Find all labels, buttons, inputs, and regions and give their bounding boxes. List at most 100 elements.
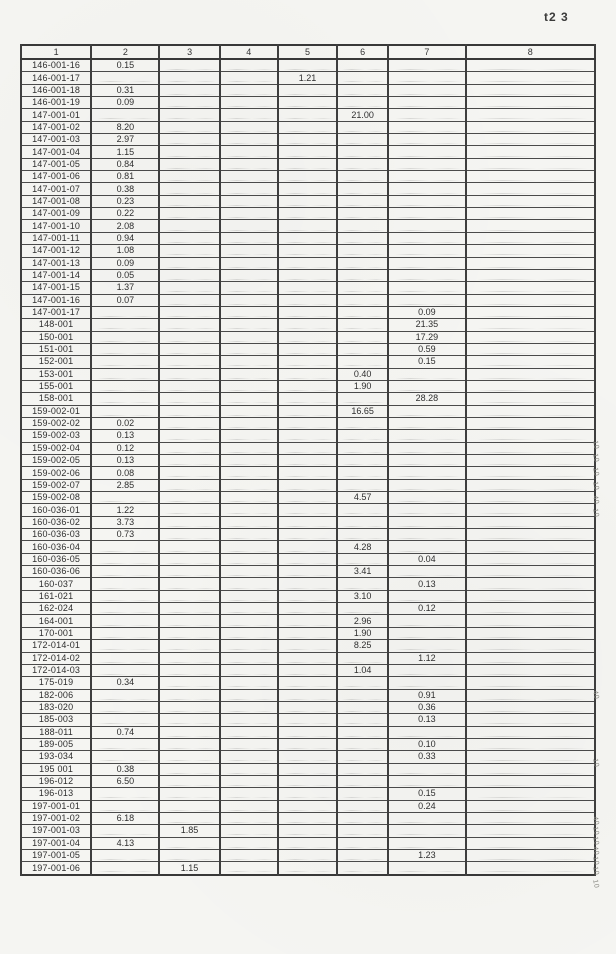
cell-col7 bbox=[387, 182, 467, 196]
cell-col7 bbox=[387, 626, 467, 641]
cell-col7: 0.04 bbox=[387, 552, 467, 567]
cell-col2: 0.05 bbox=[90, 268, 161, 283]
row-id: 193-034 bbox=[19, 750, 93, 764]
column-header-8: 8 bbox=[464, 44, 596, 60]
cell-col2 bbox=[90, 737, 161, 752]
cell-col8 bbox=[464, 750, 596, 764]
table-row: 147-001-10 2.08 bbox=[19, 219, 596, 233]
cell-col8 bbox=[464, 379, 596, 394]
row-id: 147-001-03 bbox=[19, 133, 93, 147]
cell-col8 bbox=[464, 145, 596, 159]
cell-col7 bbox=[387, 441, 467, 456]
margin-mark: 10 bbox=[591, 866, 600, 877]
margin-mark: 10 bbox=[591, 758, 600, 769]
cell-col5 bbox=[276, 207, 339, 221]
cell-col2: 0.12 bbox=[90, 441, 161, 456]
cell-col6 bbox=[336, 207, 390, 221]
row-id: 159-002-02 bbox=[19, 416, 93, 431]
cell-col5 bbox=[276, 133, 339, 147]
cell-col4 bbox=[218, 256, 279, 270]
margin-mark: 10 bbox=[591, 440, 600, 451]
table-row: 147-001-08 0.23 bbox=[19, 194, 596, 209]
cell-col5 bbox=[276, 120, 339, 135]
cell-col3 bbox=[158, 244, 221, 258]
table-row: 150-001 17.29 bbox=[19, 330, 596, 344]
table-row: 197-001-04 4.13 bbox=[19, 836, 596, 851]
cell-col6 bbox=[336, 305, 390, 320]
cell-col3 bbox=[158, 404, 221, 418]
table-row: 153-001 0.40 bbox=[19, 367, 596, 381]
cell-col4 bbox=[218, 824, 279, 838]
cell-col6 bbox=[336, 293, 390, 307]
cell-col3 bbox=[158, 626, 221, 641]
cell-col2 bbox=[90, 565, 161, 579]
cell-col5 bbox=[276, 244, 339, 258]
cell-col3 bbox=[158, 83, 221, 98]
cell-col3 bbox=[158, 441, 221, 456]
cell-col7: 17.29 bbox=[387, 330, 467, 344]
cell-col7 bbox=[387, 429, 467, 443]
row-id: 188-011 bbox=[19, 725, 93, 739]
cell-col7 bbox=[387, 207, 467, 221]
cell-col2 bbox=[90, 108, 161, 122]
cell-col2 bbox=[90, 602, 161, 616]
cell-col8 bbox=[464, 429, 596, 443]
cell-col7: 0.13 bbox=[387, 577, 467, 591]
cell-col4 bbox=[218, 651, 279, 665]
cell-col7 bbox=[387, 194, 467, 209]
cell-col3 bbox=[158, 676, 221, 690]
cell-col8 bbox=[464, 96, 596, 110]
column-header-1: 1 bbox=[19, 44, 93, 60]
cell-col3 bbox=[158, 231, 221, 246]
cell-col8 bbox=[464, 453, 596, 468]
cell-col2 bbox=[90, 71, 161, 85]
cell-col8 bbox=[464, 318, 596, 332]
cell-col4 bbox=[218, 293, 279, 307]
cell-col4 bbox=[218, 182, 279, 196]
cell-col5 bbox=[276, 528, 339, 542]
cell-col6: 1.04 bbox=[336, 663, 390, 678]
cell-col2: 3.73 bbox=[90, 515, 161, 530]
row-id: 197-001-01 bbox=[19, 799, 93, 813]
cell-col4 bbox=[218, 540, 279, 554]
cell-col8 bbox=[464, 503, 596, 517]
cell-col2: 0.38 bbox=[90, 182, 161, 196]
cell-col8 bbox=[464, 367, 596, 381]
cell-col3 bbox=[158, 268, 221, 283]
cell-col4 bbox=[218, 639, 279, 653]
cell-col8 bbox=[464, 515, 596, 530]
cell-col6: 16.65 bbox=[336, 404, 390, 418]
cell-col8 bbox=[464, 824, 596, 838]
cell-col7 bbox=[387, 231, 467, 246]
cell-col3 bbox=[158, 528, 221, 542]
cell-col6 bbox=[336, 83, 390, 98]
table-row: 147-001-07 0.38 bbox=[19, 182, 596, 196]
cell-col8 bbox=[464, 478, 596, 493]
cell-col7 bbox=[387, 157, 467, 172]
cell-col6 bbox=[336, 762, 390, 776]
table-row: 197-001-02 6.18 bbox=[19, 811, 596, 826]
cell-col5 bbox=[276, 83, 339, 98]
cell-col5 bbox=[276, 268, 339, 283]
table-row: 147-001-02 8.20 bbox=[19, 120, 596, 135]
cell-col2: 6.18 bbox=[90, 811, 161, 826]
table-row: 159-002-01 16.65 bbox=[19, 404, 596, 418]
cell-col2: 0.08 bbox=[90, 466, 161, 480]
cell-col5 bbox=[276, 305, 339, 320]
cell-col7 bbox=[387, 528, 467, 542]
cell-col5 bbox=[276, 824, 339, 838]
cell-col6 bbox=[336, 268, 390, 283]
cell-col8 bbox=[464, 256, 596, 270]
table-row: 151-001 0.59 bbox=[19, 342, 596, 357]
cell-col2 bbox=[90, 651, 161, 665]
cell-col6 bbox=[336, 231, 390, 246]
row-id: 195 001 bbox=[19, 762, 93, 776]
row-id: 175-019 bbox=[19, 676, 93, 690]
cell-col5 bbox=[276, 614, 339, 628]
cell-col7: 0.36 bbox=[387, 700, 467, 715]
row-id: 146-001-17 bbox=[19, 71, 93, 85]
row-id: 152-001 bbox=[19, 355, 93, 369]
table-row: 146-001-18 0.31 bbox=[19, 83, 596, 98]
cell-col7 bbox=[387, 540, 467, 554]
cell-col3 bbox=[158, 71, 221, 85]
